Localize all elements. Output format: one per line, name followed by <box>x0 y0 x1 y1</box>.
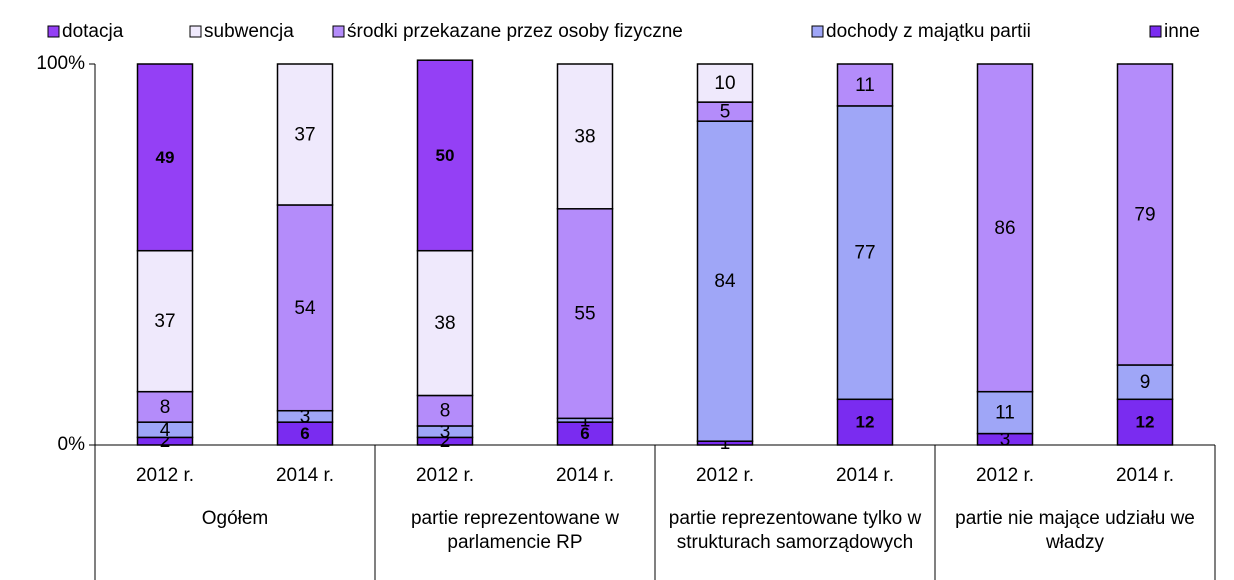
legend-label: środki przekazane przez osoby fizyczne <box>347 21 683 42</box>
legend-label: dotacja <box>62 21 124 42</box>
data-label: 4 <box>160 420 171 441</box>
data-label: 77 <box>854 243 875 264</box>
bar-segment <box>836 63 894 107</box>
y-tick-label: 0% <box>58 434 86 455</box>
data-label: 5 <box>720 102 731 123</box>
legend-marker <box>332 25 345 38</box>
x-tick-label: 2014 r. <box>1116 465 1174 486</box>
data-label: 1 <box>720 433 731 454</box>
data-label: 37 <box>154 311 175 332</box>
x-tick-label: 2014 r. <box>836 465 894 486</box>
data-label: 8 <box>160 397 171 418</box>
data-label: 50 <box>436 146 455 165</box>
group-label: partie reprezentowane tylko w strukturac… <box>668 508 922 553</box>
bar-segment <box>696 63 754 103</box>
bar-segment <box>1116 63 1174 366</box>
x-tick-label: 2014 r. <box>556 465 614 486</box>
data-label: 84 <box>714 271 736 292</box>
legend-marker <box>47 25 60 38</box>
x-tick-label: 2012 r. <box>976 465 1034 486</box>
bar-segment <box>416 394 474 427</box>
data-label: 38 <box>434 313 455 334</box>
data-label: 11 <box>855 75 875 96</box>
group-label: partie reprezentowane w parlamencie RP <box>410 508 620 553</box>
legend-marker <box>1149 25 1162 38</box>
data-label: 2 <box>160 431 171 452</box>
data-label: 12 <box>856 413 875 432</box>
bar-segment <box>136 63 194 252</box>
bar-segment <box>136 249 194 393</box>
data-label: 3 <box>300 406 311 427</box>
bar-segment <box>416 59 474 252</box>
data-label: 10 <box>714 73 735 94</box>
x-tick-label: 2012 r. <box>416 465 474 486</box>
data-label: 55 <box>574 304 595 325</box>
data-label: 3 <box>1000 429 1011 450</box>
bar-segment <box>556 63 614 210</box>
bar-segment <box>136 390 194 423</box>
y-tick-label: 100% <box>36 53 85 74</box>
group-label: Ogółem <box>201 508 269 529</box>
bar-segment <box>1116 364 1174 401</box>
data-label: 9 <box>1140 372 1151 393</box>
data-label: 79 <box>1134 205 1155 226</box>
data-label: 6 <box>300 424 309 443</box>
x-tick-label: 2014 r. <box>276 465 334 486</box>
group-label: partie nie mające udziału we władzy <box>955 508 1195 553</box>
data-label: 11 <box>995 403 1015 424</box>
legend-marker <box>189 25 202 38</box>
data-label: 8 <box>440 401 451 422</box>
bar-segment <box>836 398 894 446</box>
data-label: 2 <box>440 431 451 452</box>
data-label: 3 <box>440 422 451 443</box>
legend-marker <box>811 25 824 38</box>
bar-segment <box>976 63 1034 393</box>
data-label: 6 <box>580 424 589 443</box>
legend-label: dochody z majątku partii <box>826 21 1031 42</box>
data-label: 38 <box>574 126 595 147</box>
data-label: 49 <box>156 148 175 167</box>
data-label: 1 <box>580 410 591 431</box>
bar-segment <box>556 208 614 420</box>
legend-label: inne <box>1164 21 1200 42</box>
bar-segment <box>1116 398 1174 446</box>
data-label: 12 <box>1136 413 1155 432</box>
bar-segment <box>276 204 334 412</box>
data-label: 54 <box>294 298 316 319</box>
data-label: 86 <box>994 218 1015 239</box>
bar-segment <box>976 390 1034 435</box>
bar-segment <box>276 63 334 206</box>
legend-label: subwencja <box>204 21 294 42</box>
bar-segment <box>836 105 894 401</box>
data-label: 37 <box>294 125 315 146</box>
x-tick-label: 2012 r. <box>696 465 754 486</box>
x-tick-label: 2012 r. <box>136 465 194 486</box>
